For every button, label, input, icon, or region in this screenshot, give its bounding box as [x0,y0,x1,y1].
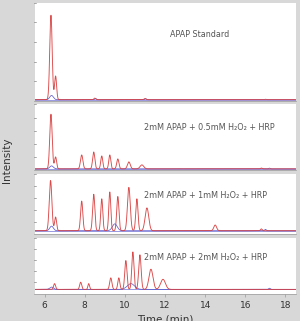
Text: Intensity: Intensity [2,138,13,183]
Text: 2mM APAP + 1mM H₂O₂ + HRP: 2mM APAP + 1mM H₂O₂ + HRP [144,191,267,200]
Text: 2mM APAP + 0.5mM H₂O₂ + HRP: 2mM APAP + 0.5mM H₂O₂ + HRP [144,123,275,132]
Text: 2mM APAP + 2mM H₂O₂ + HRP: 2mM APAP + 2mM H₂O₂ + HRP [144,253,267,262]
Text: APAP Standard: APAP Standard [170,30,230,39]
X-axis label: Time (min): Time (min) [137,315,193,321]
